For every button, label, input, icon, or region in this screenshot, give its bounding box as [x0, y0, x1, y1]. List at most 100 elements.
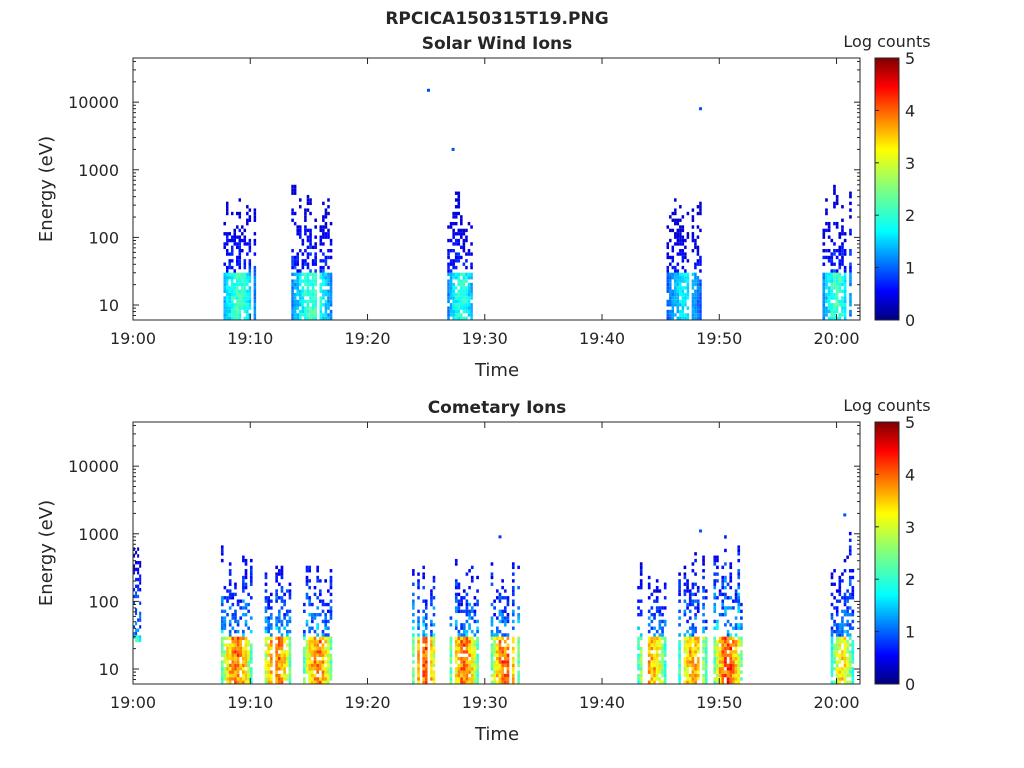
spectrogram-cell	[841, 306, 844, 310]
y-tick-label: 100	[88, 592, 119, 611]
spectrogram-cell	[280, 677, 284, 681]
spectrogram-cell	[694, 613, 697, 617]
spectrogram-cell	[417, 653, 420, 657]
spectrogram-cell	[830, 633, 834, 637]
spectrogram-cell	[684, 303, 687, 307]
spectrogram-cell	[637, 667, 640, 671]
spectrogram-cell	[517, 650, 520, 654]
spectrogram-cell	[724, 592, 727, 597]
spectrogram-cell	[422, 656, 425, 661]
spectrogram-cell	[501, 609, 504, 614]
spectrogram-cell	[669, 313, 672, 317]
spectrogram-cell	[696, 262, 700, 266]
spectrogram-cell	[684, 316, 687, 320]
spectrogram-cell	[223, 232, 226, 236]
spectrogram-cell	[694, 653, 697, 657]
spectrogram-cell	[308, 629, 312, 634]
y-tick-label: 10	[99, 660, 119, 679]
spectrogram-cell	[462, 626, 466, 630]
spectrogram-cell	[309, 292, 312, 297]
spectrogram-cell	[661, 670, 664, 674]
spectrogram-cell	[321, 673, 325, 678]
spectrogram-cell	[737, 602, 741, 607]
spectrogram-cell	[830, 276, 834, 280]
spectrogram-cell	[460, 680, 463, 684]
spectrogram-cell	[269, 592, 273, 597]
spectrogram-cell	[501, 667, 504, 671]
spectrogram-cell	[495, 616, 499, 620]
spectrogram-cell	[228, 636, 232, 641]
spectrogram-cell	[422, 565, 425, 570]
spectrogram-cell	[650, 613, 654, 617]
spectrogram-cell	[460, 218, 463, 222]
spectrogram-cell	[694, 282, 697, 287]
spectrogram-cell	[833, 582, 836, 586]
spectrogram-cell	[724, 613, 727, 617]
spectrogram-cell	[650, 667, 654, 671]
spectrogram-cell	[737, 552, 741, 556]
spectrogram-cell	[462, 309, 466, 314]
spectrogram-cell	[671, 245, 675, 250]
spectrogram-cell	[460, 609, 463, 614]
spectrogram-cell	[311, 276, 315, 280]
spectrogram-cell	[228, 629, 232, 634]
spectrogram-cell	[220, 558, 224, 563]
spectrogram-cell	[311, 262, 315, 266]
spectrogram-cell	[835, 636, 839, 641]
spectrogram-cell	[493, 663, 496, 668]
spectrogram-cell	[283, 653, 286, 657]
spectrogram-cell	[498, 646, 502, 651]
spectrogram-cell	[311, 663, 314, 668]
spectrogram-cell	[639, 565, 643, 570]
spectrogram-cell	[511, 663, 515, 668]
spectrogram-cell	[696, 316, 700, 320]
spectrogram-cell	[311, 282, 315, 287]
spectrogram-cell	[417, 619, 420, 624]
spectrogram-cell	[412, 633, 415, 637]
spectrogram-cell	[447, 272, 450, 277]
spectrogram-cell	[676, 316, 680, 320]
spectrogram-cell	[851, 596, 855, 600]
spectrogram-cell	[244, 619, 248, 624]
spectrogram-cell	[661, 619, 664, 624]
spectrogram-cell	[249, 569, 253, 573]
spectrogram-cell	[236, 276, 239, 280]
spectrogram-cell	[424, 670, 428, 674]
spectrogram-cell	[637, 640, 640, 644]
spectrogram-cell	[501, 633, 504, 637]
spectrogram-cell	[264, 636, 268, 641]
spectrogram-cell	[669, 262, 672, 266]
spectrogram-cell	[716, 653, 719, 657]
spectrogram-cell	[460, 596, 463, 600]
spectrogram-cell	[470, 656, 474, 661]
spectrogram-cell	[830, 592, 834, 597]
spectrogram-cell	[737, 585, 741, 590]
spectrogram-cell	[242, 599, 245, 603]
spectrogram-cell	[308, 663, 312, 668]
spectrogram-cell	[726, 667, 730, 671]
spectrogram-cell	[830, 667, 834, 671]
spectrogram-cell	[247, 609, 250, 614]
spectrogram-cell	[424, 677, 428, 681]
panel-title: Solar Wind Ions	[422, 34, 573, 54]
spectrogram-cell	[230, 245, 234, 250]
spectrogram-cell	[655, 650, 659, 654]
spectrogram-cell	[470, 660, 474, 664]
spectrogram-cell	[280, 565, 284, 570]
spectrogram-cell	[737, 558, 741, 563]
spectrogram-cell	[264, 572, 268, 576]
spectrogram-cell	[133, 564, 136, 568]
spectrogram-cell	[139, 615, 142, 619]
spectrogram-cell	[704, 677, 708, 681]
spectrogram-cell	[724, 643, 727, 647]
spectrogram-cell	[468, 667, 471, 671]
spectrogram-cell	[430, 670, 433, 674]
spectrogram-cell	[679, 313, 682, 317]
spectrogram-cell	[417, 636, 420, 641]
spectrogram-cell	[843, 646, 847, 651]
spectrogram-cell	[228, 299, 231, 304]
spectrogram-cell	[666, 255, 670, 260]
spectrogram-cell	[324, 680, 327, 684]
spectrogram-cell	[454, 623, 458, 627]
spectrogram-cell	[737, 677, 741, 681]
